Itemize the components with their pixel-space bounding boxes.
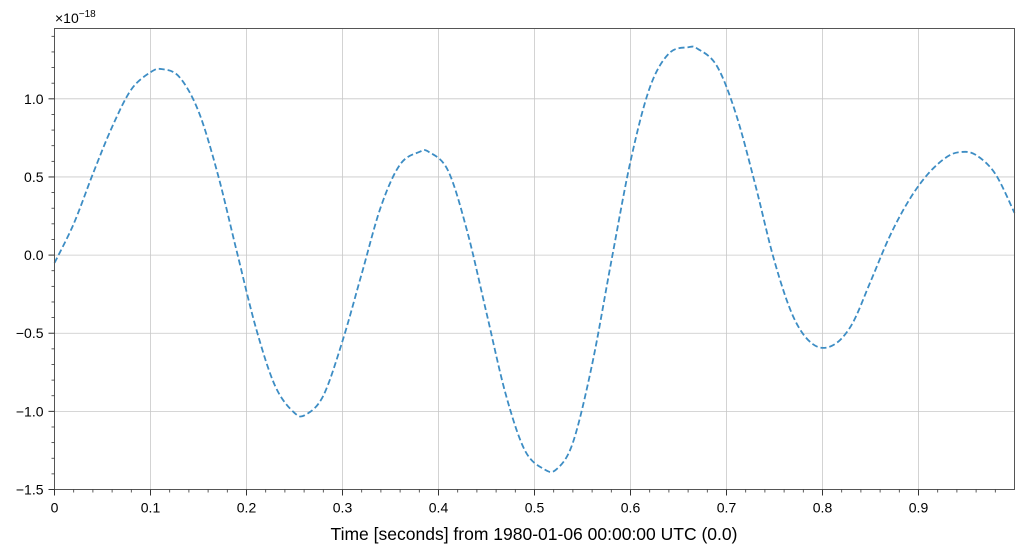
x-tick-label: 0.5: [525, 500, 545, 516]
x-tick-label: 0.2: [237, 500, 257, 516]
y-tick-label: 1.0: [24, 91, 44, 107]
y-tick-label: −0.5: [16, 325, 44, 341]
x-axis-label: Time [seconds] from 1980-01-06 00:00:00 …: [331, 524, 738, 544]
y-tick-label: −1.0: [16, 403, 44, 419]
y-offset-base: ×10: [55, 10, 79, 26]
y-tick-label: 0.0: [24, 247, 44, 263]
y-axis-ticks: −1.5 −1.0 −0.5 0.0 0.5 1.0: [16, 35, 55, 498]
series-line-0: [53, 45, 1016, 473]
series-layer: [53, 45, 1016, 473]
x-tick-label: 0.7: [717, 500, 737, 516]
y-offset-label: ×10−18: [55, 9, 96, 26]
y-offset-exponent: −18: [79, 9, 96, 20]
x-tick-label: 0.8: [813, 500, 833, 516]
y-tick-label: −1.5: [16, 482, 44, 498]
x-axis-ticks: 0 0.1 0.2 0.3 0.4 0.5 0.6 0.7 0.8 0.9: [51, 489, 996, 516]
x-tick-label: 0.3: [333, 500, 353, 516]
x-tick-label: 0.4: [429, 500, 449, 516]
x-tick-label: 0: [51, 500, 59, 516]
x-tick-label: 0.1: [141, 500, 161, 516]
x-tick-label: 0.9: [909, 500, 929, 516]
y-tick-label: 0.5: [24, 169, 44, 185]
x-tick-label: 0.6: [621, 500, 641, 516]
grid: [54, 28, 1015, 490]
